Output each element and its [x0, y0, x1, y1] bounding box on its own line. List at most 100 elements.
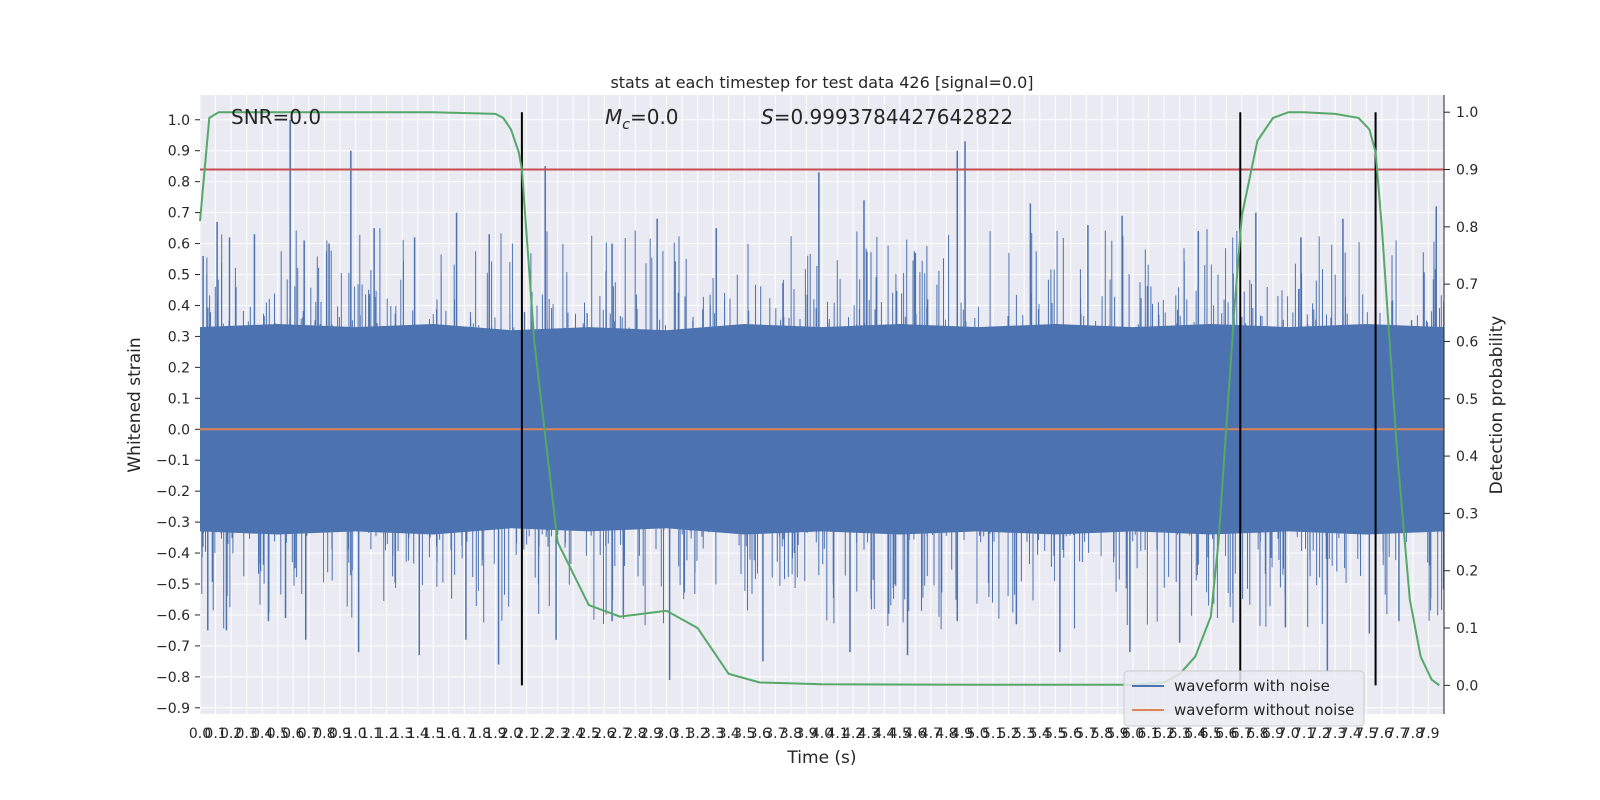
x-tick-label: 7.3	[1324, 726, 1346, 742]
x-tick-label: 4.3	[858, 726, 880, 742]
x-tick-label: 1.6	[438, 726, 460, 742]
x-tick-label: 1.0	[344, 726, 366, 742]
x-tick-label: 3.0	[655, 726, 677, 742]
x-tick-label: 3.3	[702, 726, 724, 742]
x-tick-label: 5.3	[1013, 726, 1035, 742]
x-tick-label: 2.0	[500, 726, 522, 742]
x-axis-label: Time (s)	[786, 748, 856, 768]
y-right-tick-label: 0.0	[1456, 678, 1478, 694]
x-tick-label: 3.6	[749, 726, 771, 742]
x-tick-label: 1.3	[391, 726, 413, 742]
chirp-mass-symbol: M	[605, 105, 622, 129]
y-right-tick-labels: 1.0 0.9 0.8 0.7 0.6 0.5 0.4 0.3 0.2 0.1 0.0	[1456, 105, 1478, 694]
y-left-tick-label: 0.7	[168, 206, 190, 222]
y-left-tick-label: −0.5	[156, 577, 190, 593]
x-tick-label: 6.7	[1231, 726, 1253, 742]
y-right-tick-label: 1.0	[1456, 105, 1478, 121]
chirp-mass-value: =0.0	[630, 105, 679, 129]
y-left-tick-label: 0.8	[168, 175, 190, 191]
x-tick-label: 7.1	[1293, 726, 1315, 742]
score-annotation: S=0.9993784427642822	[761, 105, 1013, 129]
x-tick-label: 6.3	[1169, 726, 1191, 742]
x-tick-label: 4.7	[920, 726, 942, 742]
x-tick-label: 3.2	[686, 726, 708, 742]
x-tick-label: 6.1	[1137, 726, 1159, 742]
x-tick-label: 7.0	[1277, 726, 1299, 742]
x-tick-label: 7.6	[1371, 726, 1393, 742]
y-axis-label-left: Whitened strain	[125, 337, 145, 472]
x-tick-label: 1.1	[360, 726, 382, 742]
x-tick-label: 7.8	[1402, 726, 1424, 742]
snr-annotation: SNR=0.0	[231, 105, 321, 129]
y-right-tick-label: 0.7	[1456, 277, 1478, 293]
x-tick-label: 4.8	[935, 726, 957, 742]
y-left-tick-label: −0.6	[156, 608, 190, 624]
chirp-mass-subscript: c	[622, 117, 630, 133]
y-right-tick-label: 0.3	[1456, 506, 1478, 522]
x-tick-label: 5.4	[1029, 726, 1051, 742]
x-tick-label: 3.9	[795, 726, 817, 742]
y-left-tick-label: 0.3	[168, 329, 190, 345]
y-left-tick-label: 0.4	[168, 298, 190, 314]
x-tick-label: 6.2	[1153, 726, 1175, 742]
x-tick-label: 1.7	[453, 726, 475, 742]
x-tick-label: 6.6	[1215, 726, 1237, 742]
x-tick-label: 5.2	[997, 726, 1019, 742]
axes	[195, 95, 1450, 714]
legend-label-noise: waveform with noise	[1174, 677, 1330, 695]
x-tick-label: 2.8	[624, 726, 646, 742]
y-left-tick-label: 0.6	[168, 237, 190, 253]
x-tick-label: 2.3	[547, 726, 569, 742]
x-tick-label: 2.9	[640, 726, 662, 742]
x-tick-label: 7.9	[1417, 726, 1439, 742]
y-left-tick-label: −0.8	[156, 670, 190, 686]
legend-box	[1123, 670, 1365, 727]
y-right-tick-label: 0.4	[1456, 449, 1478, 465]
y-left-tick-label: −0.3	[156, 515, 190, 531]
x-tick-label: 5.9	[1106, 726, 1128, 742]
x-tick-label: 1.9	[484, 726, 506, 742]
y-left-tick-label: 0.1	[168, 391, 190, 407]
x-tick-label: 0.9	[329, 726, 351, 742]
x-tick-labels: 0.00.10.20.30.40.50.60.70.80.91.01.11.21…	[189, 726, 1440, 742]
x-tick-label: 7.7	[1386, 726, 1408, 742]
y-left-tick-label: 0.5	[168, 268, 190, 284]
legend-label-clean: waveform without noise	[1174, 701, 1354, 719]
score-value: =0.9993784427642822	[774, 105, 1013, 129]
y-left-tick-label: −0.4	[156, 546, 190, 562]
noise-texture	[200, 228, 1445, 630]
y-left-tick-label: 1.0	[168, 113, 190, 129]
legend: waveform with noise waveform without noi…	[1123, 670, 1365, 727]
x-tick-label: 0.0	[189, 726, 211, 742]
chart-title: stats at each timestep for test data 426…	[610, 73, 1033, 92]
score-symbol: S	[761, 105, 774, 129]
x-tick-label: 0.4	[251, 726, 273, 742]
x-tick-label: 2.6	[593, 726, 615, 742]
y-right-tick-label: 0.9	[1456, 163, 1478, 179]
x-tick-label: 0.6	[282, 726, 304, 742]
x-tick-label: 4.0	[811, 726, 833, 742]
x-tick-label: 2.2	[531, 726, 553, 742]
x-tick-label: 6.5	[1200, 726, 1222, 742]
x-tick-label: 6.4	[1184, 726, 1206, 742]
x-tick-label: 7.4	[1340, 726, 1362, 742]
x-tick-label: 4.6	[904, 726, 926, 742]
x-tick-label: 0.2	[220, 726, 242, 742]
x-tick-label: 1.5	[422, 726, 444, 742]
y-left-tick-label: 0.9	[168, 144, 190, 160]
x-tick-label: 4.4	[873, 726, 895, 742]
x-tick-label: 5.0	[966, 726, 988, 742]
x-tick-label: 2.5	[578, 726, 600, 742]
x-tick-label: 5.8	[1091, 726, 1113, 742]
y-axis-label-right: Detection probability	[1487, 316, 1507, 495]
x-tick-label: 4.5	[889, 726, 911, 742]
y-right-tick-label: 0.5	[1456, 392, 1478, 408]
chirp-mass-annotation: Mc=0.0	[605, 105, 679, 133]
x-tick-label: 4.9	[951, 726, 973, 742]
y-right-tick-label: 0.8	[1456, 220, 1478, 236]
y-right-tick-label: 0.1	[1456, 621, 1478, 637]
x-tick-label: 5.7	[1075, 726, 1097, 742]
x-tick-label: 3.8	[780, 726, 802, 742]
x-tick-label: 0.5	[267, 726, 289, 742]
